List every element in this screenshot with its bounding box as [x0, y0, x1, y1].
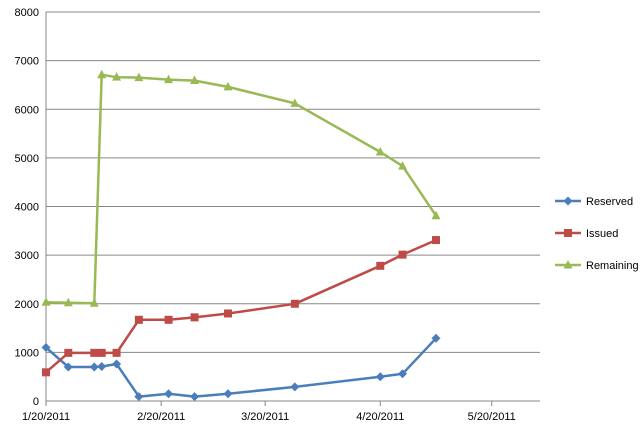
- legend: Reserved Issued Remaining: [555, 196, 639, 272]
- remaining-point: [223, 81, 233, 91]
- reserved-point: [190, 392, 200, 402]
- issued-point: [376, 261, 385, 270]
- issued-point: [134, 315, 143, 324]
- x-tick-label: 5/20/2011: [468, 411, 516, 423]
- y-tick-label: 7000: [15, 56, 39, 68]
- reserved-point: [112, 359, 122, 369]
- remaining-point: [112, 72, 122, 81]
- remaining-point: [63, 297, 73, 307]
- y-tick-label: 5000: [15, 153, 39, 165]
- x-axis-tick-labels: 1/20/2011 2/20/2011 3/20/2011 4/20/2011 5/20…: [22, 411, 516, 423]
- legend-swatch-marker: [563, 260, 573, 269]
- issued-point: [290, 299, 299, 308]
- legend-item-issued: Issued: [555, 228, 618, 240]
- remaining-point: [375, 147, 385, 156]
- issued-point: [190, 313, 199, 322]
- issued-point: [432, 236, 440, 245]
- series-layer: [41, 69, 441, 402]
- y-tick-label: 1000: [15, 347, 39, 359]
- issued-point: [42, 368, 50, 377]
- remaining-point: [290, 98, 300, 107]
- remaining-point: [97, 69, 107, 79]
- y-axis-tick-labels: 0 1000 2000 3000 4000 5000 6000 7000 8000: [15, 7, 39, 408]
- issued-point: [112, 348, 121, 357]
- reserved-point: [431, 333, 441, 343]
- reserved-point: [290, 382, 300, 392]
- issued-point: [90, 348, 99, 357]
- axes: [45, 12, 540, 406]
- remaining-point: [89, 298, 99, 307]
- reserved-point: [41, 343, 51, 353]
- reserved-point: [97, 361, 107, 371]
- series-reserved: [41, 333, 441, 402]
- legend-label: Issued: [586, 228, 618, 240]
- remaining-point: [431, 210, 441, 220]
- remaining-point: [398, 161, 408, 170]
- y-tick-label: 4000: [15, 202, 39, 214]
- x-tick-label: 4/20/2011: [356, 411, 404, 423]
- remaining-point: [190, 75, 200, 85]
- legend-item-reserved: Reserved: [555, 196, 633, 208]
- reserved-point: [398, 369, 408, 379]
- issued-point: [64, 348, 73, 357]
- legend-swatch-marker: [563, 196, 573, 206]
- issued-point: [97, 348, 106, 357]
- reserved-point: [89, 362, 99, 372]
- remaining-point: [134, 72, 144, 82]
- reserved-point: [375, 372, 385, 382]
- remaining-point: [164, 74, 174, 84]
- legend-label: Reserved: [586, 196, 633, 208]
- issued-point: [398, 250, 407, 259]
- y-tick-label: 2000: [15, 299, 39, 311]
- legend-item-remaining: Remaining: [555, 260, 639, 272]
- gridlines: [46, 11, 540, 353]
- y-tick-label: 0: [33, 396, 39, 408]
- legend-swatch-marker: [564, 229, 572, 237]
- x-tick-label: 2/20/2011: [137, 411, 185, 423]
- x-tick-label: 3/20/2011: [241, 411, 289, 423]
- y-tick-label: 3000: [15, 250, 39, 262]
- reserved-point: [164, 389, 174, 399]
- issued-point: [164, 315, 173, 324]
- issued-point: [224, 309, 232, 318]
- y-tick-label: 6000: [15, 104, 39, 116]
- series-issued: [42, 236, 440, 377]
- legend-label: Remaining: [586, 260, 639, 272]
- y-tick-label: 8000: [15, 7, 39, 19]
- reserved-point: [63, 362, 73, 372]
- x-tick-label: 1/20/2011: [22, 411, 70, 423]
- remaining-point: [41, 297, 51, 306]
- reserved-point: [223, 389, 233, 399]
- reserved-point: [134, 392, 144, 402]
- series-remaining: [41, 69, 441, 307]
